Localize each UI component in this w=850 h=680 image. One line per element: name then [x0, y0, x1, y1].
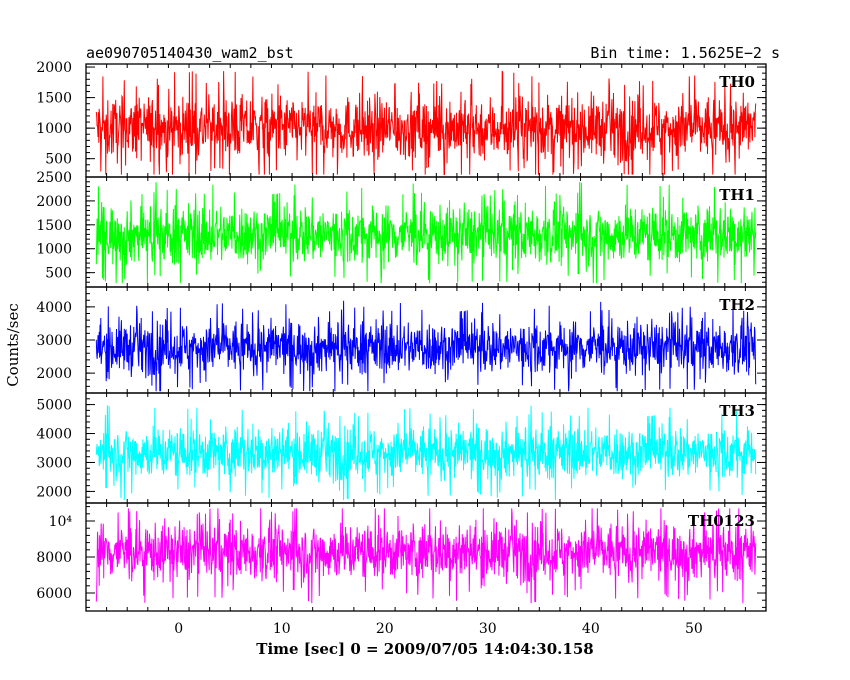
y-tick-label: 3000	[36, 333, 72, 349]
panel-label: TH3	[719, 402, 755, 420]
panel-label: TH2	[719, 296, 755, 314]
y-tick-label: 2000	[36, 484, 72, 500]
y-tick-label: 500	[45, 266, 72, 282]
panel-th2: 2000 3000 4000 TH2	[36, 286, 767, 394]
y-axis-label: Counts/sec	[4, 303, 22, 387]
panel-label: TH0	[719, 73, 755, 91]
panel-label: TH1	[719, 186, 755, 204]
x-tick-label: 30	[479, 621, 497, 637]
x-tick-label: 50	[685, 621, 703, 637]
y-tick-label: 6000	[36, 586, 72, 602]
y-tick-label: 1500	[36, 218, 72, 234]
panel-th1: 500 1000 1500 2000 2500 TH1	[36, 170, 767, 288]
x-tick-label: 20	[376, 621, 394, 637]
chart-title: ae090705140430_wam2_bst	[86, 44, 294, 62]
series-line-th2	[95, 300, 757, 392]
panel-th0123: 6000 8000 10⁴ TH0123	[36, 502, 767, 612]
y-tick-label: 4000	[36, 300, 72, 316]
x-tick-label: 10	[273, 621, 291, 637]
y-tick-label: 500	[45, 152, 72, 168]
y-tick-label: 1000	[36, 242, 72, 258]
x-tick-label: 40	[582, 621, 600, 637]
series-line-th3	[95, 405, 757, 501]
y-tick-label: 4000	[36, 427, 72, 443]
y-tick-label: 1500	[36, 91, 72, 107]
panel-frame	[85, 502, 767, 612]
y-tick-label: 2000	[36, 60, 72, 76]
panel-label: TH0123	[688, 512, 755, 530]
series-line-th0	[95, 70, 757, 176]
y-tick-label: 10⁴	[49, 514, 73, 530]
panel-th3: 2000 3000 4000 5000 TH3	[36, 392, 767, 504]
y-tick-label: 2000	[36, 194, 72, 210]
series-line-th1	[95, 181, 757, 284]
y-tick-label: 2000	[36, 366, 72, 382]
panel-frame	[85, 286, 767, 394]
x-tick-label: 0	[174, 621, 183, 637]
bin-time-label: Bin time: 1.5625E−2 s	[590, 44, 780, 62]
x-axis-label: Time [sec] 0 = 2009/07/05 14:04:30.158	[256, 640, 593, 658]
y-tick-label: 8000	[36, 550, 72, 566]
y-tick-label: 5000	[36, 398, 72, 414]
y-tick-label: 2500	[36, 170, 72, 186]
y-tick-label: 1000	[36, 121, 72, 137]
series-line-th0123	[95, 508, 757, 604]
panel-th0: 500 1000 1500 2000 TH0	[36, 60, 767, 178]
y-tick-label: 3000	[36, 455, 72, 471]
